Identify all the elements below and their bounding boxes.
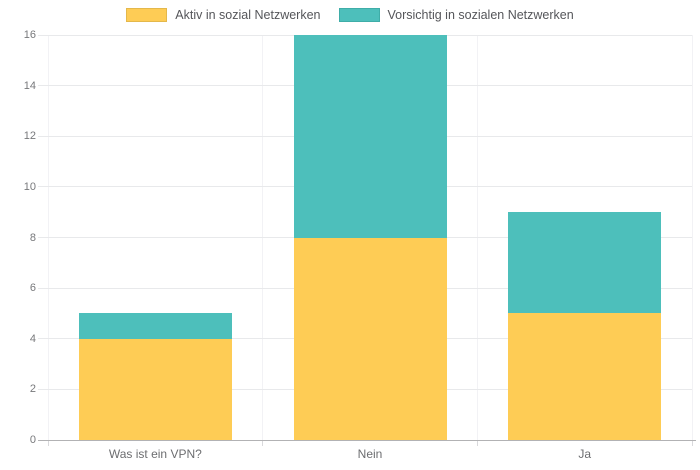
x-axis-category-label: Nein — [357, 447, 383, 461]
y-axis-tick-label: 12 — [23, 130, 36, 143]
x-axis-tick — [691, 440, 693, 446]
y-axis-tick-label: 6 — [29, 282, 36, 295]
bar-segment-vorsichtig — [508, 212, 662, 314]
y-axis-tick-label: 14 — [23, 79, 36, 92]
bar-segment-aktiv — [293, 237, 447, 440]
legend-label-aktiv: Aktiv in sozial Netzwerken — [175, 8, 321, 22]
y-axis-tick-label: 10 — [23, 180, 36, 193]
legend-label-vorsichtig: Vorsichtig in sozialen Netzwerken — [387, 8, 574, 22]
y-axis-tick-label: 8 — [29, 231, 36, 244]
vertical-gridline — [691, 35, 693, 440]
legend-swatch-vorsichtig — [338, 8, 380, 22]
bar-segment-vorsichtig — [293, 35, 447, 238]
bar-segment-aktiv — [78, 338, 232, 440]
chart-legend: Aktiv in sozial Netzwerken Vorsichtig in… — [0, 8, 700, 22]
x-axis-line — [38, 439, 696, 441]
x-axis-category-label: Ja — [578, 447, 591, 461]
x-axis-category-label: Was ist ein VPN? — [108, 447, 202, 461]
legend-swatch-aktiv — [126, 8, 168, 22]
y-axis-tick-label: 4 — [29, 332, 36, 345]
bar-segment-aktiv — [508, 313, 662, 440]
x-axis-tick — [476, 440, 478, 446]
legend-item-aktiv[interactable]: Aktiv in sozial Netzwerken — [126, 8, 321, 22]
bar-segment-vorsichtig — [78, 313, 232, 339]
y-axis-tick-label: 16 — [23, 29, 36, 41]
x-axis-tick — [262, 440, 264, 446]
y-axis-tick-label: 2 — [29, 383, 36, 396]
x-axis-tick — [47, 440, 49, 446]
y-axis-tick-label: 0 — [29, 434, 36, 446]
legend-item-vorsichtig[interactable]: Vorsichtig in sozialen Netzwerken — [338, 8, 574, 22]
